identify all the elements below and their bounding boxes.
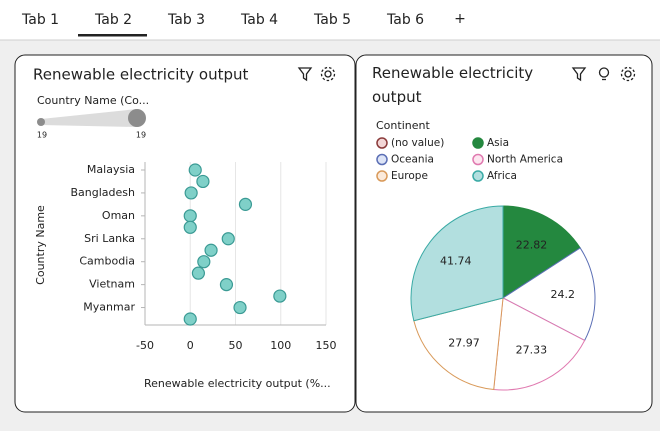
filter-icon[interactable] [297,67,313,82]
point[interactable] [238,197,253,211]
y-tick-label: Bangladesh [71,186,136,199]
chart-title: Renewable electricity output [372,64,534,106]
tab[interactable]: Tab 2 [94,12,132,28]
pie-slice[interactable] [410,205,504,322]
legend-marker [376,170,388,182]
legend-marker [472,170,484,182]
legend-label: Asia [487,137,509,149]
y-tick-label: Vietnam [89,278,135,291]
point[interactable] [219,278,234,292]
y-axis-title: Country Name [34,205,47,285]
x-tick-label: 150 [316,339,337,352]
y-tick-label: Oman [102,209,135,222]
point[interactable] [183,312,197,326]
insight-icon[interactable] [598,67,610,81]
tab[interactable]: Tab 5 [313,12,351,28]
point[interactable] [233,300,247,315]
point[interactable] [221,232,235,246]
y-tick-label: Myanmar [83,301,135,314]
filter-icon[interactable] [571,67,587,82]
legend-title: Continent [376,119,430,132]
point[interactable] [273,289,287,303]
legend-label: Europe [391,170,428,182]
data-label: 27.33 [516,344,548,357]
x-axis-title: Renewable electricity output (%... [144,377,331,390]
slider-max: 19 [136,131,146,140]
active-tab-indicator [78,34,147,37]
point[interactable] [197,255,211,269]
chart-title: Renewable electricity output [33,66,248,84]
data-label: 24.2 [550,288,575,301]
legend-marker [376,153,388,166]
slider-min: 19 [37,131,47,140]
point[interactable] [196,174,210,189]
data-label: 27.97 [448,336,480,349]
x-tick-label: 100 [270,339,291,352]
tab[interactable]: Tab 3 [167,12,205,28]
pie-slice[interactable] [502,205,581,299]
point[interactable] [188,163,202,177]
slider-track [41,109,137,127]
tab[interactable]: Tab 4 [240,12,278,28]
data-label: 41.74 [440,254,472,267]
legend-label: Africa [487,170,517,182]
point[interactable] [183,220,197,234]
x-tick-label: -50 [136,339,154,352]
legend-label: North America [487,154,563,166]
legend-marker [472,153,484,166]
slider-handle[interactable] [37,118,45,126]
tab[interactable]: Tab 6 [386,12,424,28]
pie-slice[interactable] [502,247,596,342]
tab[interactable]: Tab 1 [21,12,59,28]
pie-slice[interactable] [493,297,586,391]
legend-marker [376,137,388,149]
point[interactable] [191,266,205,280]
card [14,54,356,413]
x-tick-label: 0 [187,339,194,352]
data-label: 22.82 [516,238,548,251]
settings-icon[interactable] [320,66,336,82]
pie-slice[interactable] [413,297,504,391]
y-tick-label: Malaysia [87,163,135,176]
x-tick-label: 50 [229,339,243,352]
legend-label: (no value) [391,137,444,149]
y-tick-label: Sri Lanka [84,232,135,245]
point[interactable] [183,209,197,223]
slider-handle[interactable] [128,109,146,127]
add-tab[interactable]: + [454,11,466,27]
settings-icon[interactable] [620,66,636,82]
legend-marker [472,137,484,149]
legend-label: Oceania [391,154,434,166]
point[interactable] [204,243,218,257]
slider-label: Country Name (Co... [37,94,149,107]
y-tick-label: Cambodia [79,255,135,268]
point[interactable] [184,186,198,200]
